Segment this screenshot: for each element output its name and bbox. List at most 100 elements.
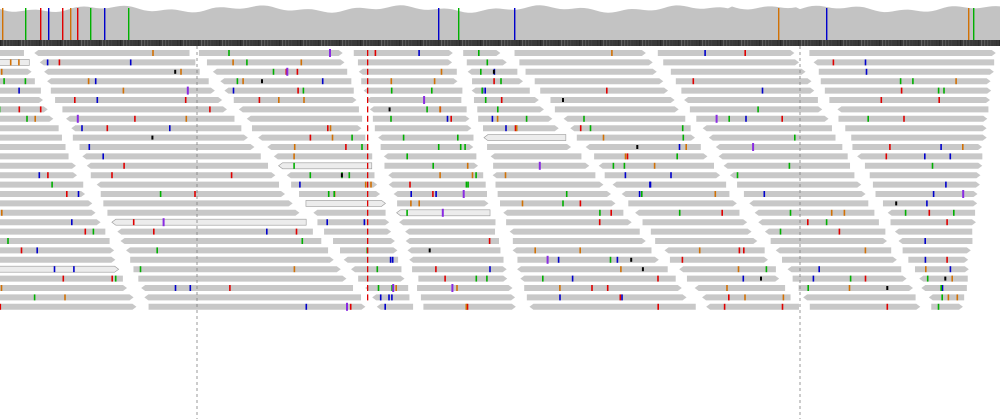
sequence-base — [639, 40, 641, 46]
aligned-read — [0, 162, 76, 169]
sequence-base — [33, 40, 35, 46]
sequence-base — [210, 40, 212, 46]
aligned-read — [519, 59, 653, 66]
sequence-base — [738, 40, 740, 46]
mismatch-base — [616, 256, 619, 263]
sequence-base — [306, 40, 308, 46]
sequence-base — [648, 40, 650, 46]
sequence-base — [441, 40, 443, 46]
sequence-base — [423, 40, 425, 46]
aligned-read — [702, 125, 832, 132]
mismatch-base — [345, 144, 347, 150]
mismatch-base — [305, 303, 308, 310]
deletion-marker — [630, 257, 633, 262]
mismatch-base — [728, 115, 730, 122]
mismatch-base — [391, 294, 393, 301]
aligned-read — [524, 285, 682, 291]
sequence-base — [741, 40, 743, 46]
sequence-base — [777, 40, 779, 46]
aligned-read — [305, 200, 386, 207]
mismatch-base — [272, 68, 275, 75]
variant-column-base — [367, 238, 369, 244]
mismatch-base — [229, 285, 231, 291]
coverage-mismatch-column — [514, 8, 516, 44]
aligned-read — [0, 303, 137, 310]
mismatch-base — [180, 68, 182, 75]
sequence-base — [555, 40, 557, 46]
sequence-base — [669, 40, 671, 46]
mismatch-base — [466, 303, 469, 310]
aligned-read — [792, 275, 907, 282]
aligned-read — [0, 275, 123, 282]
sequence-base — [477, 40, 479, 46]
coverage-track[interactable] — [0, 0, 1000, 44]
mismatch-base — [838, 228, 841, 235]
aligned-read — [117, 228, 313, 235]
variant-column-base — [367, 209, 369, 216]
sequence-base — [552, 40, 554, 46]
mismatch-base — [848, 285, 851, 291]
sequence-base — [297, 40, 299, 46]
sequence-base — [468, 40, 470, 46]
aligned-read — [100, 191, 286, 197]
mismatch-base — [321, 78, 324, 85]
insertion-marker — [329, 49, 331, 57]
mismatch-base — [189, 285, 192, 291]
aligned-read — [737, 181, 862, 188]
sequence-base — [783, 40, 785, 46]
variant-column-base — [367, 87, 369, 94]
sequence-base — [864, 40, 866, 46]
read-alignments[interactable] — [0, 46, 1000, 419]
mismatch-base — [481, 87, 483, 94]
coverage-mismatch-column — [90, 8, 92, 44]
sequence-base — [828, 40, 830, 46]
mismatch-base — [962, 144, 964, 150]
mismatch-base — [391, 256, 394, 263]
aligned-read — [246, 115, 363, 122]
mismatch-base — [486, 59, 489, 66]
sequence-base — [219, 40, 221, 46]
aligned-read — [343, 256, 399, 263]
alignment-track[interactable] — [0, 46, 1000, 419]
aligned-read — [0, 153, 69, 160]
sequence-base — [747, 40, 749, 46]
mismatch-base — [649, 181, 651, 188]
mismatch-base — [743, 247, 745, 254]
mismatch-base — [94, 78, 97, 85]
sequence-base — [528, 40, 530, 46]
mismatch-base — [623, 162, 626, 169]
coverage-histogram — [0, 5, 1000, 44]
deletion-marker — [636, 145, 639, 149]
mismatch-base — [949, 153, 952, 160]
mismatch-base — [299, 181, 301, 188]
sequence-base — [123, 40, 125, 46]
deletion-marker — [340, 173, 343, 178]
variant-column-base — [367, 115, 369, 122]
aligned-read — [492, 172, 596, 179]
aligned-read — [635, 209, 740, 216]
aligned-read — [380, 144, 474, 150]
aligned-read — [212, 68, 348, 75]
insertion-marker — [286, 67, 289, 76]
mismatch-base — [940, 285, 942, 291]
sequence-base — [660, 40, 662, 46]
sequence-base — [18, 40, 20, 46]
mismatch-base — [611, 50, 613, 56]
aligned-read — [258, 134, 366, 141]
mismatch-base — [737, 266, 740, 273]
sequence-base — [633, 40, 635, 46]
deletion-marker — [641, 267, 644, 272]
mismatch-base — [246, 59, 248, 66]
mismatch-base — [937, 303, 940, 310]
mismatch-base — [781, 115, 783, 122]
mismatch-base — [293, 266, 296, 273]
mismatch-base — [302, 87, 305, 94]
sequence-base — [537, 40, 539, 46]
sequence-base — [456, 40, 458, 46]
mismatch-base — [849, 275, 852, 282]
mismatch-base — [326, 219, 328, 226]
mismatch-base — [714, 191, 717, 197]
insertion-marker — [162, 218, 165, 227]
aligned-read — [383, 153, 477, 160]
